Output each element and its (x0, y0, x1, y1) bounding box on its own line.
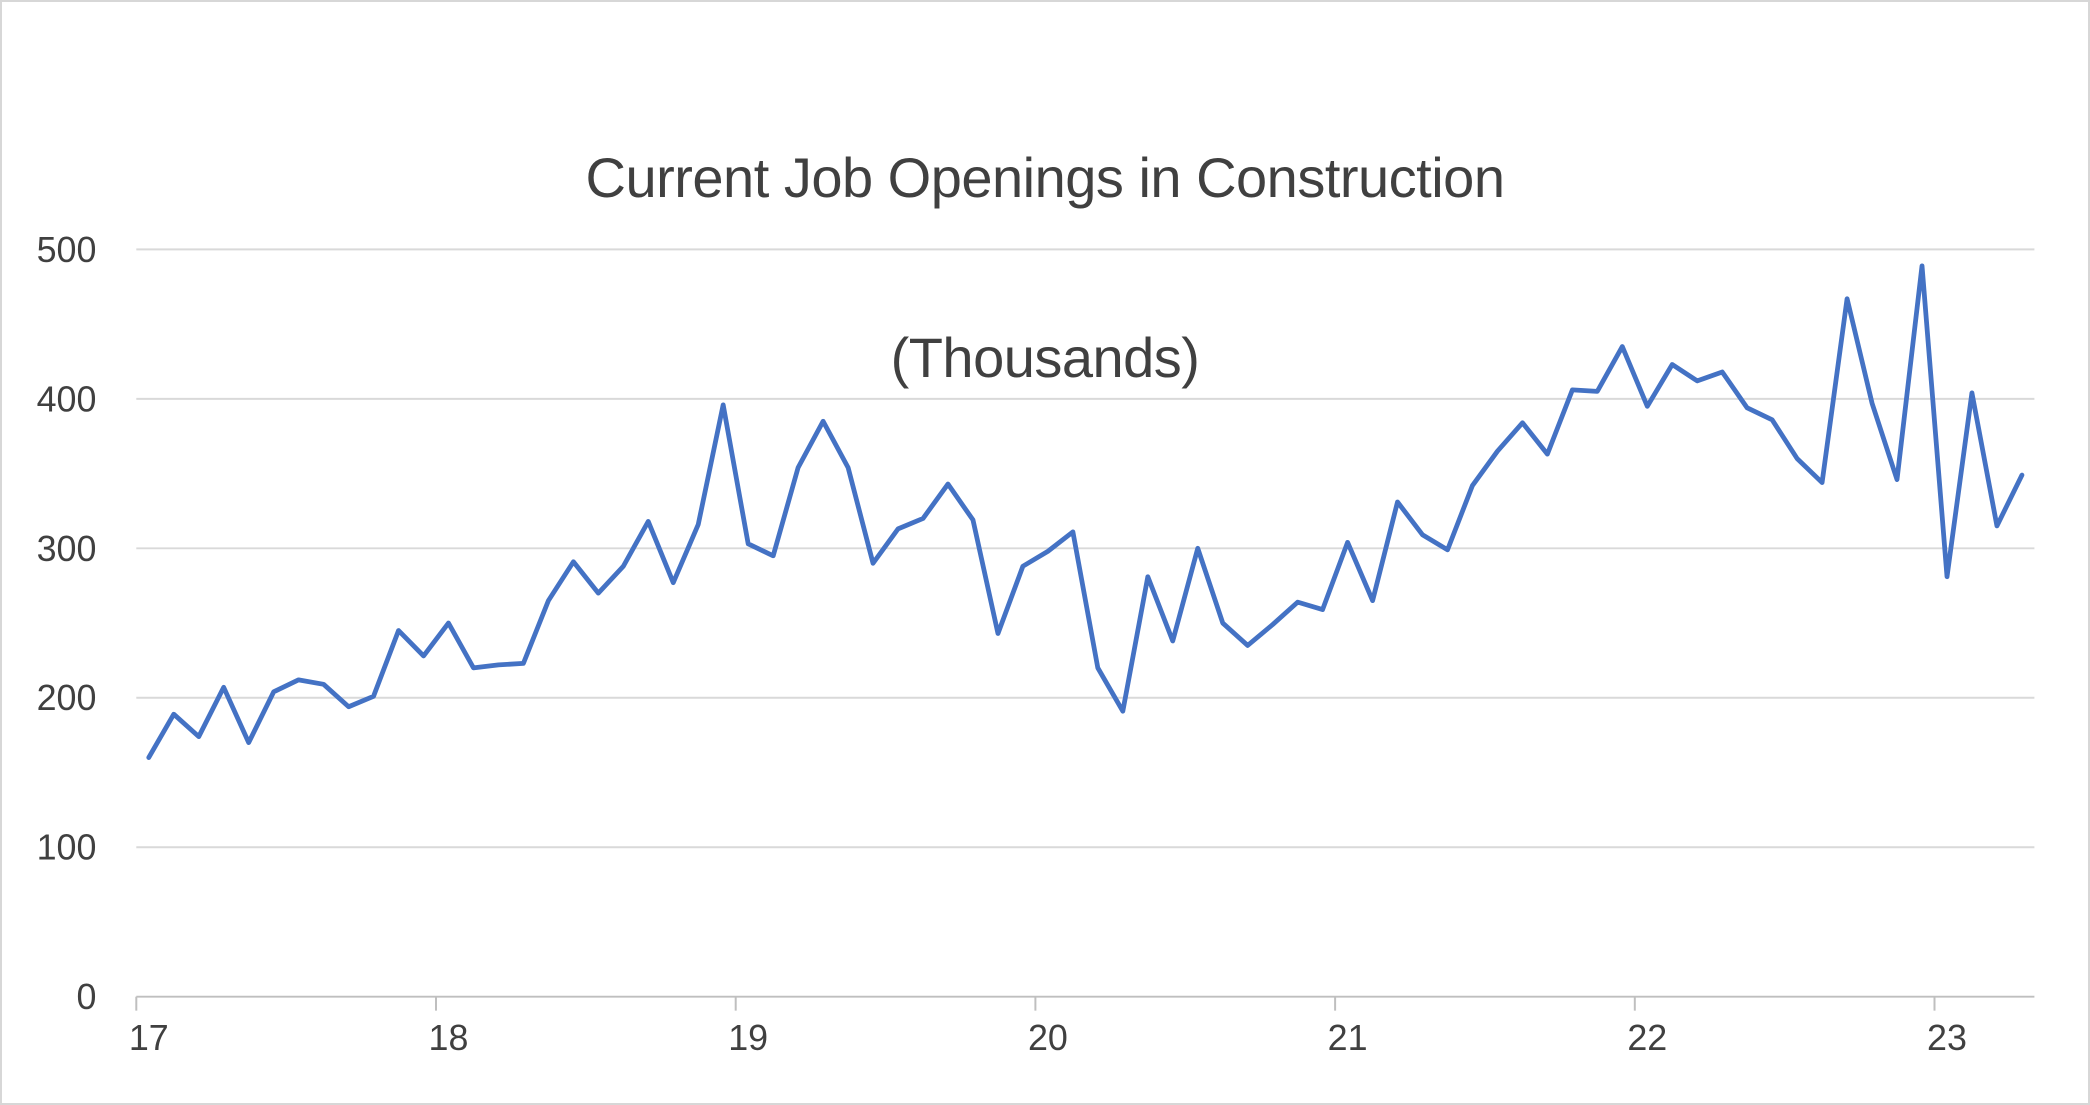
job-openings-series-line (146, 263, 2025, 760)
y-axis-label-400: 400 (37, 379, 97, 419)
x-axis-label-17: 17 (129, 1018, 169, 1058)
chart-title-line1: Current Job Openings in Construction (585, 146, 1505, 209)
y-axis-label-300: 300 (37, 529, 97, 569)
x-axis-label-21: 21 (1328, 1018, 1368, 1058)
chart-title: Current Job Openings in Construction (Th… (2, 28, 2088, 508)
x-axis-label-19: 19 (728, 1018, 768, 1058)
y-axis-label-0: 0 (76, 977, 96, 1017)
y-axis-label-200: 200 (37, 678, 97, 718)
x-axis-label-23: 23 (1927, 1018, 1967, 1058)
x-axis-label-18: 18 (429, 1018, 469, 1058)
chart-title-line2: (Thousands) (890, 326, 1200, 389)
y-axis-label-100: 100 (37, 828, 97, 868)
x-axis-label-20: 20 (1028, 1018, 1068, 1058)
x-axis-label-22: 22 (1627, 1018, 1667, 1058)
y-axis-label-500: 500 (37, 230, 97, 270)
